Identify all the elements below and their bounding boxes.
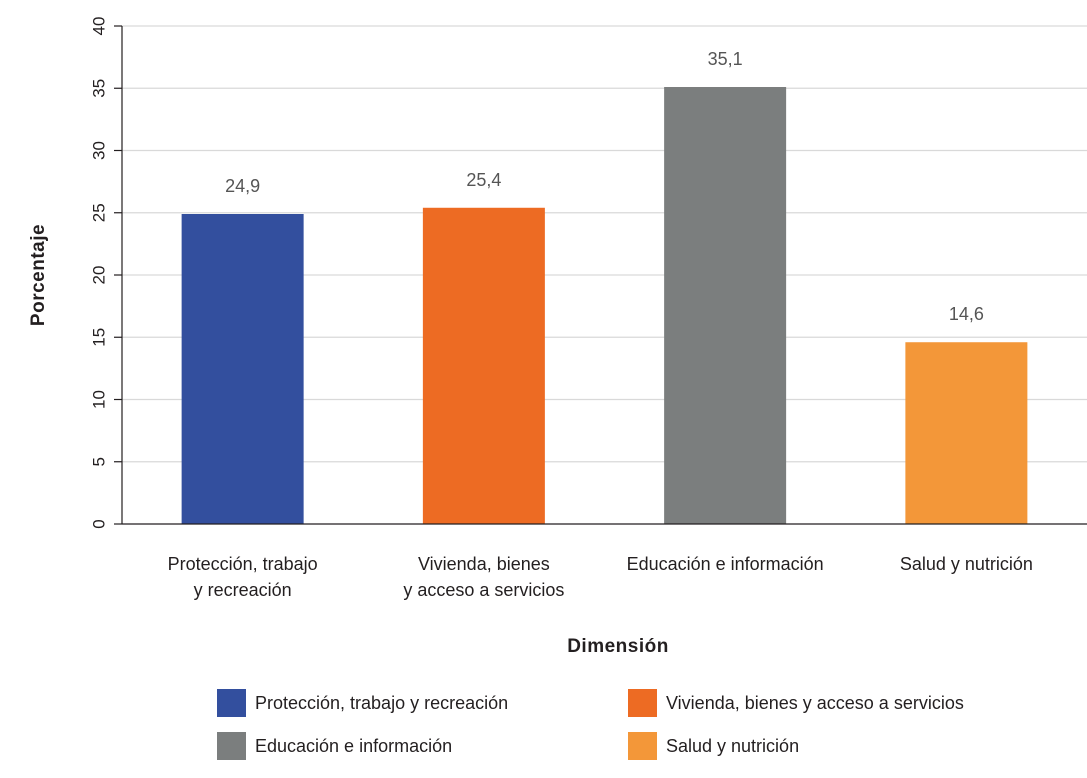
legend-swatch [628,689,657,717]
x-tick-label: Educación e información [627,554,824,574]
y-tick-label: 25 [90,203,109,222]
data-label: 35,1 [708,49,743,69]
legend-label: Protección, trabajo y recreación [255,693,508,713]
data-label: 24,9 [225,176,260,196]
y-tick-label: 20 [90,266,109,285]
data-label: 25,4 [466,170,501,190]
legend: Protección, trabajo y recreación Vivienda… [217,689,964,760]
legend-label: Salud y nutrición [666,736,799,756]
x-tick-labels: Protección, trabajo y recreación Vivienda,… [168,554,1033,600]
data-labels: 24,9 25,4 35,1 14,6 [225,49,984,324]
x-tick-label: Protección, trabajo [168,554,318,574]
y-tick-label: 0 [90,519,109,528]
legend-swatch [217,689,246,717]
y-tick-label: 5 [90,457,109,466]
data-label: 14,6 [949,304,984,324]
x-axis-title: Dimensión [567,636,669,657]
bar [181,213,304,524]
x-tick-label: Salud y nutrición [900,554,1033,574]
x-tick-label: y recreación [194,580,292,600]
y-tick-label: 40 [90,17,109,36]
bars [181,87,1028,524]
y-tick-label: 15 [90,328,109,347]
y-tick-labels: 0 5 10 15 20 25 30 35 40 [90,17,122,529]
legend-label: Vivienda, bienes y acceso a servicios [666,693,964,713]
y-tick-label: 10 [90,390,109,409]
y-axis-title: Porcentaje [28,224,49,326]
y-tick-label: 35 [90,79,109,98]
x-tick-label: y acceso a servicios [403,580,564,600]
bar [664,87,787,524]
x-tick-label: Vivienda, bienes [418,554,550,574]
legend-label: Educación e información [255,736,452,756]
y-tick-label: 30 [90,141,109,160]
legend-swatch [217,732,246,760]
bar [905,342,1028,524]
legend-swatch [628,732,657,760]
bar [422,207,545,524]
